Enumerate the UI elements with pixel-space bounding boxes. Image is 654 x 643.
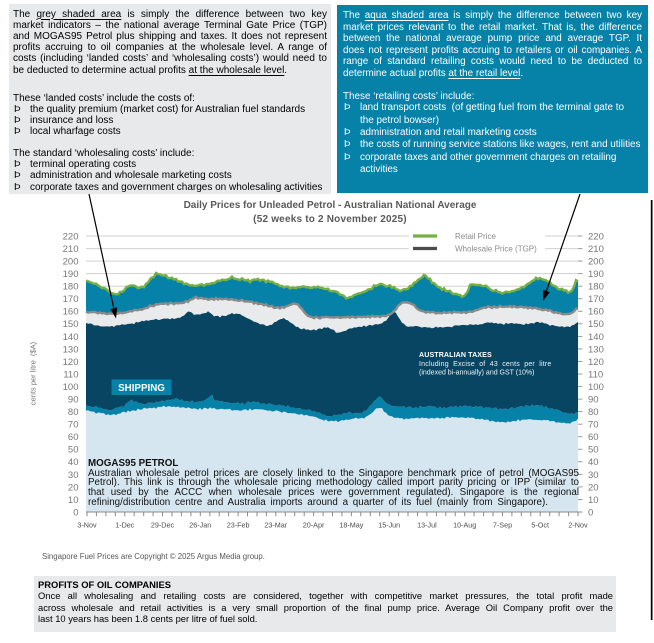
svg-text:90: 90 [588, 395, 599, 406]
svg-text:160: 160 [63, 307, 79, 318]
svg-text:20: 20 [588, 482, 599, 493]
svg-text:170: 170 [588, 294, 604, 305]
svg-text:60: 60 [588, 432, 599, 443]
svg-text:29-Dec: 29-Dec [151, 521, 175, 530]
svg-text:120: 120 [63, 357, 79, 368]
svg-text:150: 150 [588, 319, 604, 330]
svg-text:180: 180 [588, 282, 604, 293]
svg-text:90: 90 [68, 395, 79, 406]
svg-text:70: 70 [68, 420, 79, 431]
svg-text:200: 200 [63, 257, 79, 268]
svg-text:130: 130 [588, 344, 604, 355]
svg-text:20-Apr: 20-Apr [303, 521, 325, 530]
svg-text:220: 220 [588, 231, 604, 242]
svg-text:60: 60 [68, 432, 79, 443]
svg-text:100: 100 [588, 382, 604, 393]
svg-text:20: 20 [68, 482, 79, 493]
svg-text:200: 200 [588, 257, 604, 268]
svg-text:50: 50 [68, 445, 79, 456]
svg-text:3-Nov: 3-Nov [77, 521, 97, 530]
svg-text:AUSTRALIAN TAXES: AUSTRALIAN TAXES [419, 351, 492, 359]
svg-text:1-Dec: 1-Dec [115, 521, 135, 530]
svg-text:30: 30 [68, 470, 79, 481]
svg-text:210: 210 [63, 244, 79, 255]
svg-text:220: 220 [63, 231, 79, 242]
svg-text:140: 140 [588, 332, 604, 343]
svg-text:23-Mar: 23-Mar [264, 521, 287, 530]
svg-text:10: 10 [588, 495, 599, 506]
svg-text:0: 0 [588, 507, 593, 518]
svg-text:cents per litre ($A): cents per litre ($A) [29, 341, 38, 405]
svg-text:2-Nov: 2-Nov [568, 521, 588, 530]
svg-text:110: 110 [63, 369, 78, 380]
svg-text:10-Aug: 10-Aug [453, 521, 476, 530]
svg-text:26-Jan: 26-Jan [189, 521, 211, 530]
svg-text:160: 160 [588, 307, 604, 318]
svg-text:140: 140 [63, 332, 79, 343]
svg-text:SHIPPING: SHIPPING [118, 383, 165, 394]
svg-text:40: 40 [68, 457, 79, 468]
svg-text:7-Sep: 7-Sep [493, 521, 512, 530]
svg-text:70: 70 [588, 420, 599, 431]
svg-text:(indexed bi-annually) and GST: (indexed bi-annually) and GST (10%) [419, 370, 534, 377]
svg-text:5-Oct: 5-Oct [531, 521, 549, 530]
svg-text:110: 110 [588, 369, 603, 380]
svg-text:100: 100 [63, 382, 79, 393]
svg-text:180: 180 [63, 282, 79, 293]
svg-text:170: 170 [63, 294, 79, 305]
svg-text:Including Excise of 43 cen: Including Excise of 43 cents per litre [419, 361, 552, 368]
svg-text:23-Feb: 23-Feb [227, 521, 250, 530]
svg-text:Retail Price: Retail Price [455, 232, 496, 241]
svg-text:18-May: 18-May [339, 521, 363, 530]
svg-text:30: 30 [588, 470, 599, 481]
svg-text:120: 120 [588, 357, 604, 368]
svg-text:80: 80 [68, 407, 79, 418]
svg-text:Wholesale Price (TGP): Wholesale Price (TGP) [455, 245, 537, 254]
svg-text:190: 190 [588, 269, 604, 280]
svg-text:13-Jul: 13-Jul [417, 521, 437, 530]
svg-text:80: 80 [588, 407, 599, 418]
svg-text:210: 210 [588, 244, 604, 255]
svg-text:10: 10 [68, 495, 79, 506]
svg-text:190: 190 [63, 269, 79, 280]
svg-text:50: 50 [588, 445, 599, 456]
svg-text:130: 130 [63, 344, 79, 355]
svg-text:40: 40 [588, 457, 599, 468]
svg-text:0: 0 [73, 507, 78, 518]
svg-text:15-Jun: 15-Jun [378, 521, 400, 530]
svg-text:150: 150 [63, 319, 79, 330]
